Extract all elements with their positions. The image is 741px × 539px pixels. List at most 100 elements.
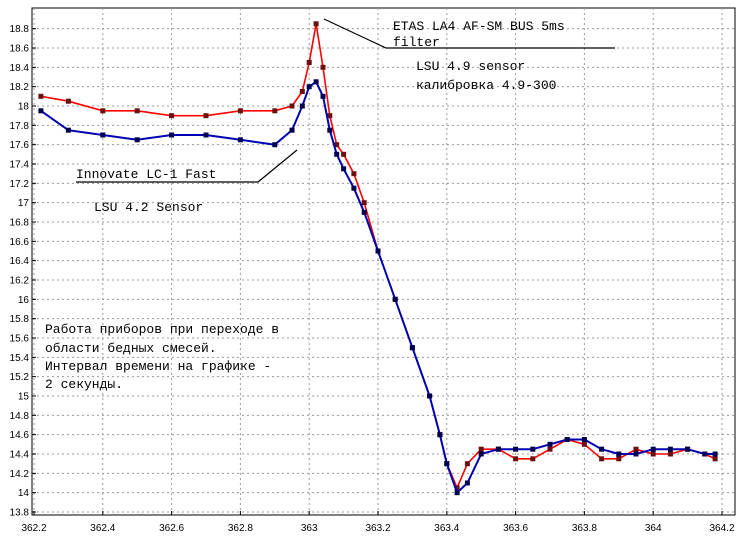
series-point [712, 456, 718, 462]
series-point [392, 296, 398, 302]
series-point [313, 21, 319, 27]
y-tick-label: 14.8 [10, 411, 30, 422]
series-point [616, 451, 622, 457]
lsu49-label: LSU 4.9 sensor [416, 59, 525, 74]
x-tick-label: 363.2 [365, 523, 390, 534]
y-tick-label: 18 [18, 102, 30, 113]
x-tick-label: 364 [645, 523, 662, 534]
series-point [334, 151, 340, 157]
series-point [375, 248, 381, 254]
plot-frame [31, 7, 736, 516]
series-point [237, 137, 243, 143]
series-point [100, 132, 106, 138]
series-point [667, 451, 673, 457]
series-point [361, 200, 367, 206]
series-point [134, 108, 140, 114]
lc1-label: Innovate LC-1 Fast [76, 167, 216, 182]
series-point [478, 446, 484, 452]
y-tick-label: 18.6 [10, 44, 30, 55]
series-point [341, 166, 347, 172]
series-point [65, 98, 71, 104]
x-tick-label: 363.4 [434, 523, 459, 534]
y-tick-label: 18.8 [10, 24, 30, 35]
series-point [513, 446, 519, 452]
series-point [169, 132, 175, 138]
series-point [633, 446, 639, 452]
x-tick-label: 362.2 [21, 523, 46, 534]
series-point [299, 103, 305, 109]
y-tick-label: 17.2 [10, 179, 30, 190]
series-point [513, 456, 519, 462]
series-point [599, 446, 605, 452]
series-point [616, 456, 622, 462]
calib-label: калибровка 4.9-300 [416, 78, 556, 93]
note-line-3: Интервал времени на графике - [45, 359, 271, 374]
series-point [289, 127, 295, 133]
series-point [299, 89, 305, 94]
series-point [320, 93, 326, 99]
series-point [341, 151, 347, 157]
y-tick-label: 18.4 [10, 63, 30, 74]
note-line-4: 2 секунды. [45, 377, 123, 392]
y-tick-label: 16.4 [10, 256, 30, 267]
y-tick-label: 15.4 [10, 353, 30, 364]
series-point [306, 84, 312, 90]
x-tick-label: 362.4 [90, 523, 115, 534]
series-point [38, 108, 44, 114]
x-tick-label: 362.6 [159, 523, 184, 534]
series-point [547, 446, 553, 452]
series-point [100, 108, 106, 114]
series-point [454, 485, 460, 491]
series-point [169, 113, 175, 119]
series-point [203, 132, 209, 138]
y-tick-label: 16 [18, 295, 30, 306]
note-line-1: Работа приборов при переходе в [45, 322, 279, 337]
note-line-2: области бедных смесей. [45, 341, 217, 356]
series-point [427, 393, 433, 399]
x-tick-label: 363.6 [503, 523, 528, 534]
series-point [464, 461, 470, 467]
series-point [272, 142, 278, 148]
series-point [272, 108, 278, 114]
y-tick-label: 16.2 [10, 276, 30, 287]
y-axis-ticks: 13.8 14 14.2 14.4 14.6 14.8 15 15.2 15.4 15.6 15.8… [10, 24, 36, 519]
lc1-leader [76, 149, 298, 183]
series-point [327, 127, 333, 133]
series-point [530, 446, 536, 452]
series-point [478, 451, 484, 457]
y-tick-label: 17 [18, 198, 30, 209]
series-point [289, 103, 295, 109]
x-tick-label: 364.2 [709, 523, 734, 534]
y-tick-label: 18.2 [10, 82, 30, 93]
etas-leader [323, 18, 615, 49]
series-point [444, 461, 450, 467]
y-tick-label: 17.6 [10, 140, 30, 151]
series-point [667, 446, 673, 452]
series-point [351, 171, 357, 177]
series-point [320, 64, 326, 70]
series-point [306, 60, 312, 65]
y-tick-label: 17.8 [10, 121, 30, 132]
x-tick-label: 363 [301, 523, 318, 534]
x-axis-ticks: 362.2 362.4 362.6 362.8 363 363.2 363.4 363.6 36… [21, 511, 735, 534]
series-lc1 [38, 79, 718, 496]
series-point [464, 480, 470, 486]
series-point [454, 490, 460, 496]
series-point [38, 93, 44, 99]
series-point [495, 446, 501, 452]
y-tick-label: 16.6 [10, 237, 30, 248]
x-tick-label: 362.8 [228, 523, 253, 534]
y-tick-label: 14.6 [10, 430, 30, 441]
y-tick-label: 16.8 [10, 218, 30, 229]
grid [32, 8, 735, 515]
series-point [351, 185, 357, 191]
series-point [581, 437, 587, 442]
lsu42-label: LSU 4.2 Sensor [94, 200, 203, 215]
y-tick-label: 13.8 [10, 508, 30, 519]
etas-label-line1: ETAS LA4 AF-SM BUS 5ms filter [393, 19, 565, 50]
series-point [313, 79, 319, 85]
series-point [633, 451, 639, 457]
series-point [685, 446, 691, 452]
series-point [237, 108, 243, 114]
